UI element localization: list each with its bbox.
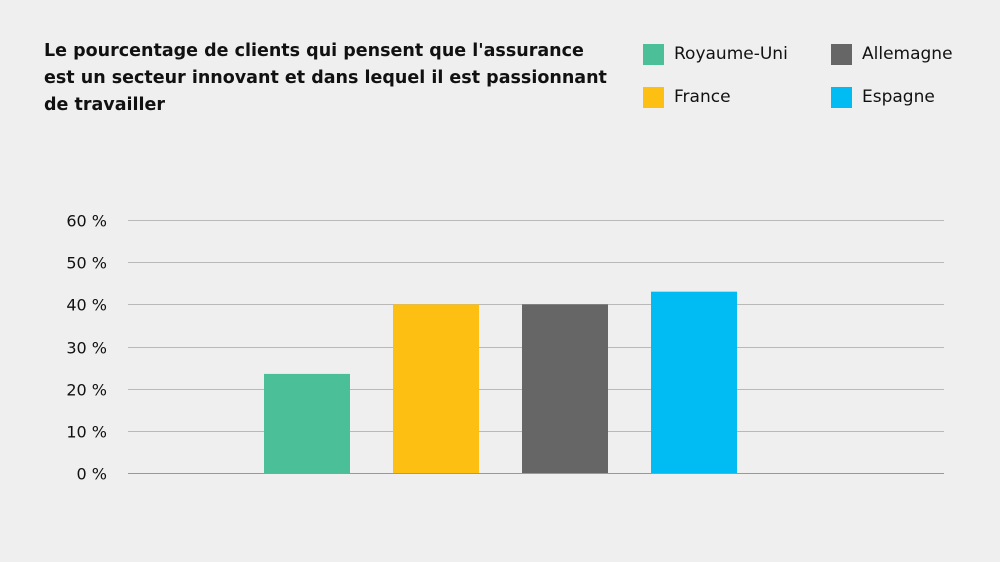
bar-royaume-uni — [264, 373, 350, 473]
y-tick-label-10: 10 % — [66, 423, 107, 442]
y-tick-label-20: 20 % — [66, 381, 107, 400]
chart-title-line-2: est un secteur innovant et dans lequel i… — [44, 68, 607, 88]
bar-france — [393, 304, 479, 473]
legend-swatch-france — [643, 86, 664, 108]
legend-label-espagne: Espagne — [862, 87, 935, 107]
legend-swatch-espagne — [831, 86, 852, 108]
y-tick-label-40: 40 % — [66, 296, 107, 315]
legend-label-france: France — [674, 87, 731, 107]
y-tick-label-0: 0 % — [77, 465, 107, 484]
legend-swatch-royaume-uni — [643, 43, 664, 65]
bar-allemagne — [522, 304, 608, 473]
chart-title-line-3: de travailler — [44, 95, 166, 115]
bar-espagne — [651, 291, 737, 473]
y-tick-label-60: 60 % — [66, 212, 107, 231]
y-tick-label-50: 50 % — [66, 254, 107, 273]
legend-item-espagne: Espagne — [831, 86, 935, 108]
y-tick-label-30: 30 % — [66, 339, 107, 358]
legend-item-royaume-uni: Royaume-Uni — [643, 43, 788, 65]
chart-title-line-1: Le pourcentage de clients qui pensent qu… — [44, 41, 584, 61]
chart-title: Le pourcentage de clients qui pensent qu… — [44, 38, 607, 119]
legend-item-allemagne: Allemagne — [831, 43, 953, 65]
legend-label-allemagne: Allemagne — [862, 44, 953, 64]
legend-swatch-allemagne — [831, 43, 852, 65]
legend-item-france: France — [643, 86, 731, 108]
legend-label-royaume-uni: Royaume-Uni — [674, 44, 788, 64]
